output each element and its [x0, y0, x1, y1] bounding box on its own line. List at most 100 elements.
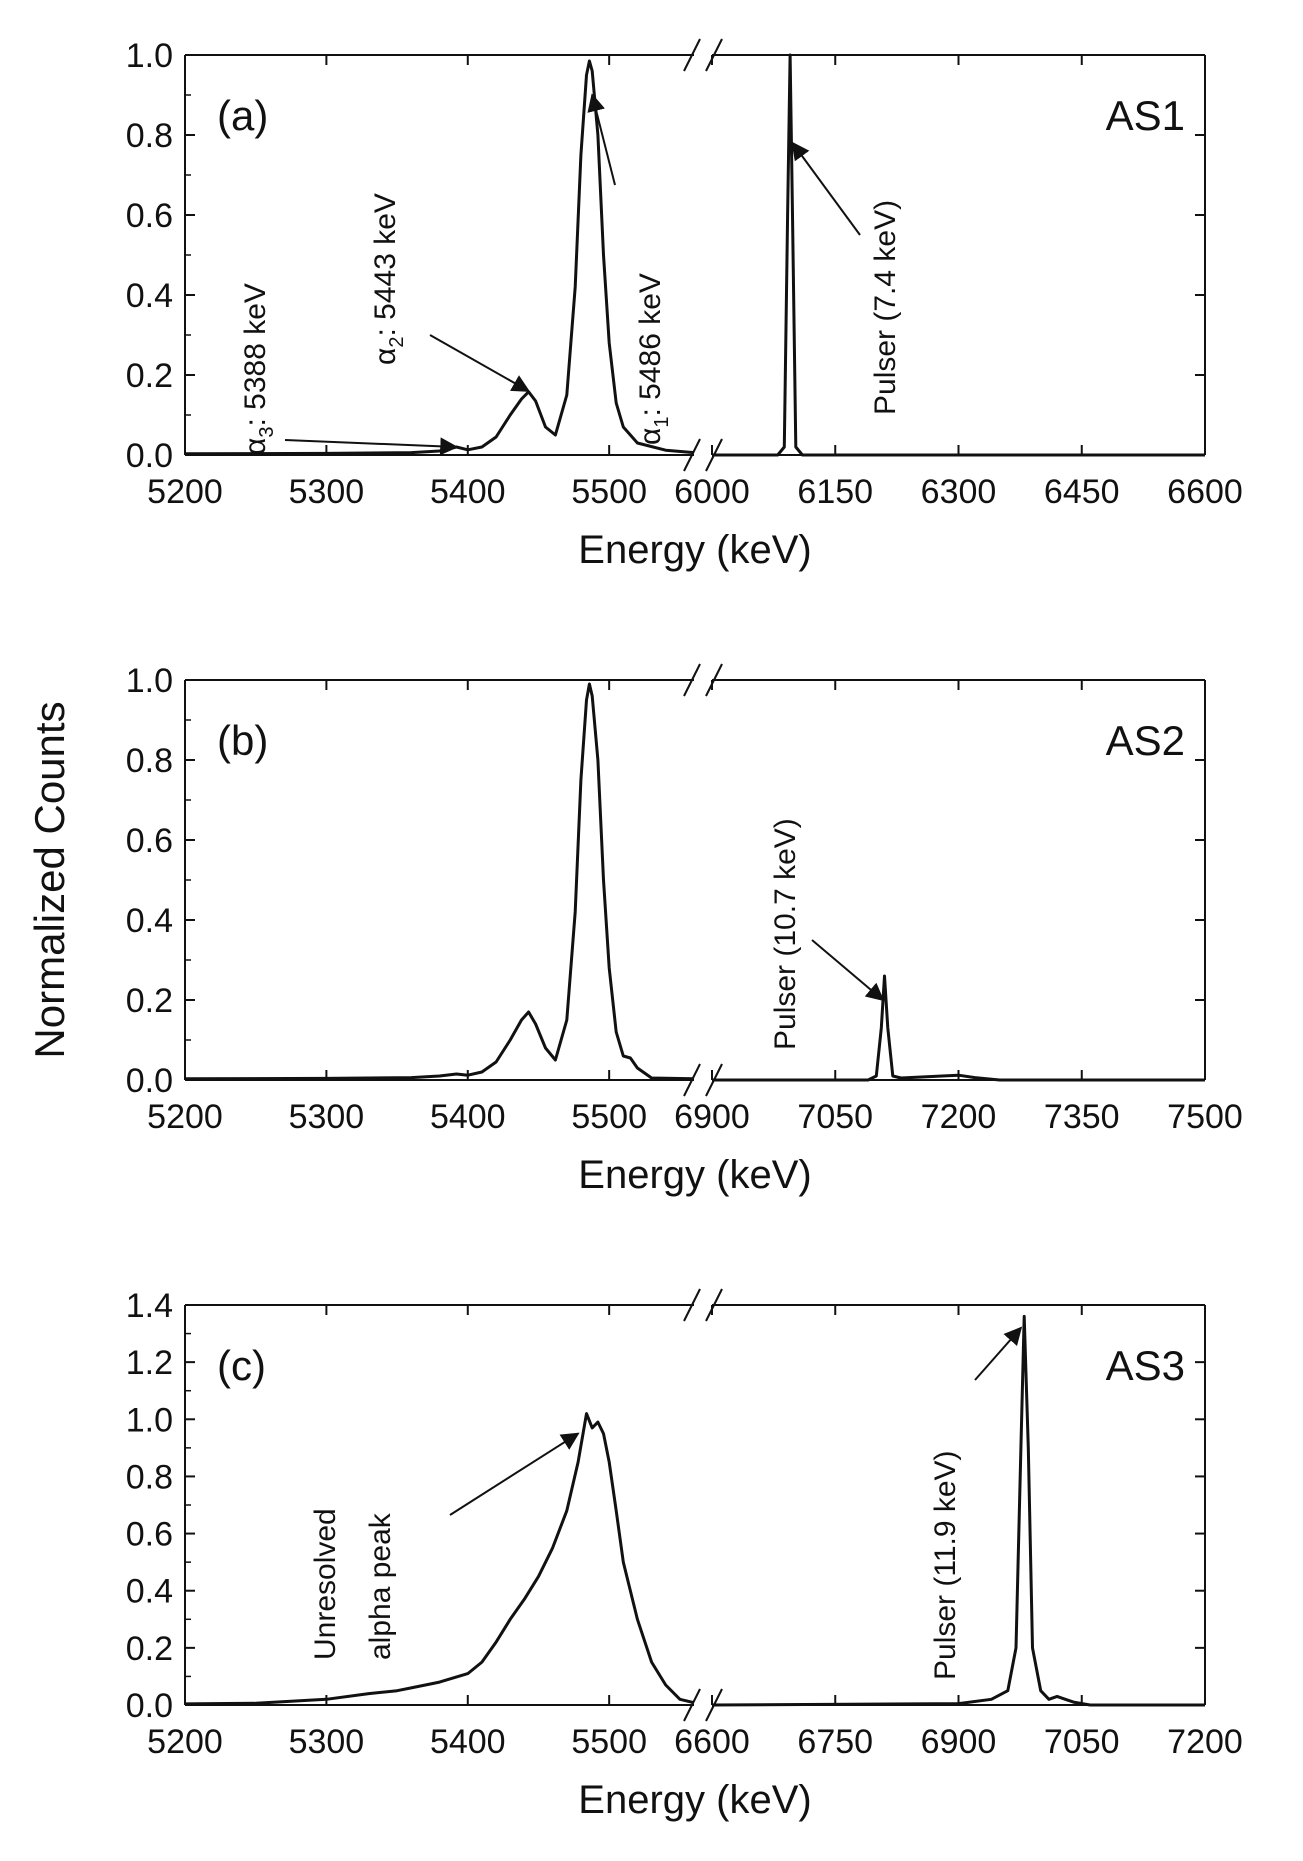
annotation-arrow: [974, 1326, 1023, 1381]
y-tick-label: 0.8: [126, 1458, 173, 1496]
annotation-rest: : 5388 keV: [239, 283, 272, 426]
y-tick-label: 1.4: [126, 1287, 173, 1325]
annotation-arrow: [811, 939, 885, 1002]
x-tick-label: 6900: [674, 1098, 750, 1136]
annotation-subscript: 2: [386, 337, 408, 348]
y-tick-label: 0.6: [126, 1516, 173, 1554]
x-axis-label: Energy (keV): [578, 528, 811, 572]
axis-break-mark: [683, 438, 701, 472]
y-tick-label: 0.2: [126, 982, 173, 1020]
annotation-subscript: 1: [651, 417, 673, 428]
annotation-base: α: [634, 428, 667, 445]
annotation-label: Pulser (11.9 keV): [929, 1450, 962, 1680]
series-line-right: [711, 1314, 1205, 1707]
y-tick-label: 0.0: [126, 1062, 173, 1100]
y-tick-label: 0.2: [126, 357, 173, 395]
annotation-label: α2: 5443 keV: [369, 193, 408, 365]
annotation-label: Pulser (7.4 keV): [869, 200, 902, 415]
x-tick-label: 6450: [1044, 473, 1120, 511]
annotation-label: Unresolved alpha peak: [309, 1508, 397, 1660]
annotation-label: α1: 5486 keV: [634, 273, 673, 445]
annotation-text: Pulser (10.7 keV): [769, 818, 802, 1050]
annotation-text-line: alpha peak: [364, 1512, 397, 1660]
annotation-rest: : 5486 keV: [634, 273, 667, 416]
y-tick-label: 0.4: [126, 277, 173, 315]
annotation-base: α: [369, 348, 402, 365]
y-tick-label: 0.8: [126, 742, 173, 780]
x-tick-label: 6900: [921, 1723, 997, 1761]
x-tick-label: 5400: [430, 1098, 506, 1136]
annotation-text-line: Unresolved: [309, 1508, 342, 1660]
annotation-arrow: [429, 334, 531, 392]
panel-label: (b): [217, 717, 268, 764]
x-tick-label: 5300: [289, 473, 365, 511]
y-axis-label: Normalized Counts: [26, 701, 73, 1058]
axis-break-mark: [683, 1688, 701, 1722]
annotation-text: α1: 5486 keV: [634, 273, 673, 445]
x-tick-label: 6300: [921, 473, 997, 511]
chart-panel-a: 0.0 0.2 0.4 0.6 0.8 1.0 5200 5300 5400 5500 6000 61…: [126, 37, 1243, 572]
series-line-right: [712, 53, 1205, 457]
chart-panel-b: 0.0 0.2 0.4 0.6 0.8 1.0 5200 5300 5400 5500 6900 70…: [126, 662, 1243, 1197]
annotation-rest: : 5443 keV: [369, 193, 402, 336]
x-tick-label: 6600: [1167, 473, 1243, 511]
y-tick-label: 0.0: [126, 1687, 173, 1725]
x-tick-label: 5400: [430, 473, 506, 511]
y-tick-label: 0.4: [126, 902, 173, 940]
x-tick-label: 5500: [571, 473, 647, 511]
annotation-arrow: [791, 141, 861, 236]
axis-break-mark: [683, 663, 701, 697]
x-tick-label: 7050: [1044, 1723, 1120, 1761]
annotation-arrow: [284, 437, 459, 456]
y-tick-label: 1.2: [126, 1344, 173, 1382]
series-line-left: [184, 682, 695, 1081]
x-tick-label: 7500: [1167, 1098, 1243, 1136]
x-tick-label: 5300: [289, 1723, 365, 1761]
series-line-left: [184, 59, 695, 456]
detector-label: AS1: [1106, 92, 1185, 139]
x-tick-label: 6150: [797, 473, 873, 511]
axis-break-mark: [683, 1288, 701, 1322]
x-tick-label: 5500: [571, 1723, 647, 1761]
annotation-label: α3: 5388 keV: [239, 283, 278, 455]
y-tick-label: 0.2: [126, 1630, 173, 1668]
panel-label: (c): [217, 1342, 266, 1389]
annotation-text: α3: 5388 keV: [239, 283, 278, 455]
chart-panel-c: 0.0 0.2 0.4 0.6 0.8 1.0 1.2 1.4 5200 5300 5400 5500…: [126, 1287, 1243, 1822]
series-line-right: [712, 974, 1205, 1082]
x-tick-label: 6750: [797, 1723, 873, 1761]
x-tick-label: 5200: [147, 1723, 223, 1761]
axis-break-mark: [705, 1288, 723, 1322]
x-tick-label: 7350: [1044, 1098, 1120, 1136]
y-tick-label: 0.6: [126, 197, 173, 235]
annotation-arrow: [587, 93, 616, 186]
y-tick-label: 0.8: [126, 117, 173, 155]
x-axis-label: Energy (keV): [578, 1778, 811, 1822]
axis-break-mark: [683, 38, 701, 72]
x-tick-label: 7200: [921, 1098, 997, 1136]
x-tick-label: 5400: [430, 1723, 506, 1761]
x-tick-label: 6600: [674, 1723, 750, 1761]
y-tick-label: 0.0: [126, 437, 173, 475]
x-tick-label: 5200: [147, 1098, 223, 1136]
annotation-arrow: [449, 1432, 580, 1516]
annotation-text: Pulser (11.9 keV): [929, 1450, 962, 1680]
panel-label: (a): [217, 92, 268, 139]
annotation-base: α: [239, 438, 272, 455]
x-tick-label: 6000: [674, 473, 750, 511]
detector-label: AS3: [1106, 1342, 1185, 1389]
annotation-text: α2: 5443 keV: [369, 193, 408, 365]
y-tick-label: 0.6: [126, 822, 173, 860]
y-tick-label: 1.0: [126, 662, 173, 700]
y-tick-label: 1.0: [126, 1401, 173, 1439]
axis-break-mark: [705, 38, 723, 72]
x-tick-label: 5200: [147, 473, 223, 511]
x-tick-label: 5500: [571, 1098, 647, 1136]
series-line-left: [184, 1412, 695, 1706]
x-tick-label: 7050: [797, 1098, 873, 1136]
annotation-text: Pulser (7.4 keV): [869, 200, 902, 415]
axis-break-mark: [705, 663, 723, 697]
annotation-subscript: 3: [256, 427, 278, 438]
x-tick-label: 7200: [1167, 1723, 1243, 1761]
